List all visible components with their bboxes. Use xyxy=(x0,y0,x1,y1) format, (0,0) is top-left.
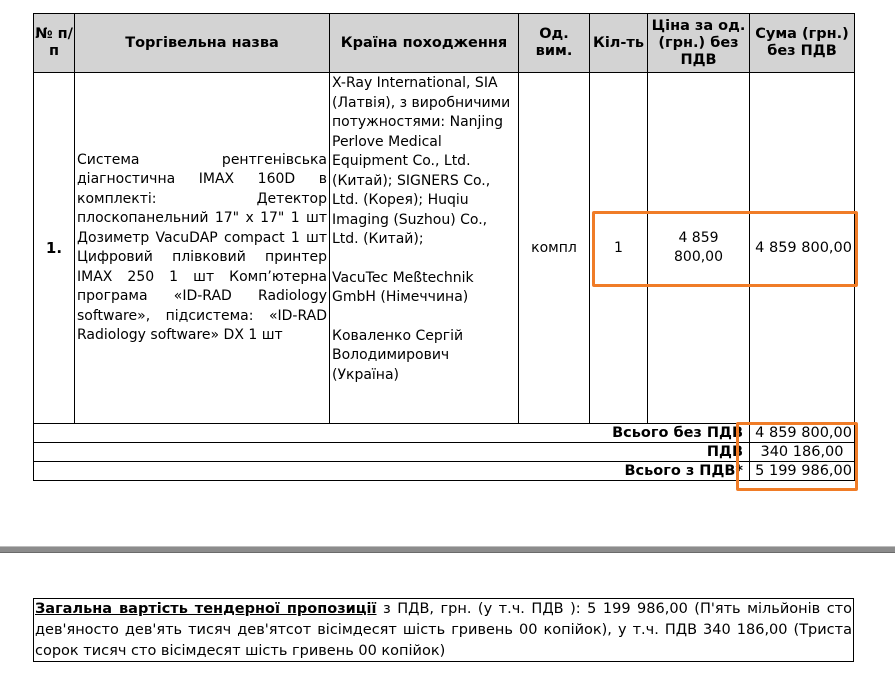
header-country: Країна походження xyxy=(329,13,519,73)
quantity: 1 xyxy=(589,72,648,424)
country-manufacturer-1: X-Ray International, SIA (Латвія), з вир… xyxy=(332,75,511,247)
vat-value: 340 186,00 xyxy=(749,442,855,462)
country-of-origin: X-Ray International, SIA (Латвія), з вир… xyxy=(329,72,519,424)
page-divider xyxy=(0,546,895,553)
header-sum: Сума (грн.) без ПДВ xyxy=(749,13,855,73)
total-with-vat-label: Всього з ПДВ* xyxy=(33,461,750,481)
product-name: Система рентгенівська діагностична IMAX … xyxy=(74,72,330,424)
header-unit: Од. вим. xyxy=(518,13,590,73)
header-name: Торгівельна назва xyxy=(74,13,330,73)
country-manufacturer-2: VacuTec Meßtechnik GmbH (Німеччина) xyxy=(332,269,474,306)
total-with-vat-row: Всього з ПДВ* 5 199 986,00 xyxy=(33,461,855,481)
summary-text: з ПДВ, грн. (у т.ч. ПДВ ): 5 199 986,00 … xyxy=(35,601,852,659)
header-qty: Кіл-ть xyxy=(589,13,648,73)
tender-total-summary: Загальна вартість тендерної пропозиції з… xyxy=(33,598,854,662)
specification-table: № п/п Торгівельна назва Країна походженн… xyxy=(33,13,855,481)
vat-row: ПДВ 340 186,00 xyxy=(33,442,855,462)
country-manufacturer-3: Коваленко Сергій Володимирович (Україна) xyxy=(332,327,464,383)
header-price: Ціна за од. (грн.) без ПДВ xyxy=(647,13,750,73)
total-with-vat-value: 5 199 986,00 xyxy=(749,461,855,481)
table-row: 1. Система рентгенівська діагностична IM… xyxy=(33,72,855,424)
table-header-row: № п/п Торгівельна назва Країна походженн… xyxy=(33,13,855,73)
line-sum: 4 859 800,00 xyxy=(749,72,855,424)
total-without-vat-row: Всього без ПДВ 4 859 800,00 xyxy=(33,423,855,443)
total-without-vat-label: Всього без ПДВ xyxy=(33,423,750,443)
total-without-vat-value: 4 859 800,00 xyxy=(749,423,855,443)
summary-lead: Загальна вартість тендерної пропозиції xyxy=(35,601,377,617)
unit-price: 4 859 800,00 xyxy=(647,72,750,424)
unit-price-line-1: 4 859 xyxy=(678,230,719,246)
header-num: № п/п xyxy=(33,13,75,73)
vat-label: ПДВ xyxy=(33,442,750,462)
row-number: 1. xyxy=(33,72,75,424)
unit-of-measure: компл xyxy=(518,72,590,424)
unit-price-line-2: 800,00 xyxy=(674,249,723,265)
